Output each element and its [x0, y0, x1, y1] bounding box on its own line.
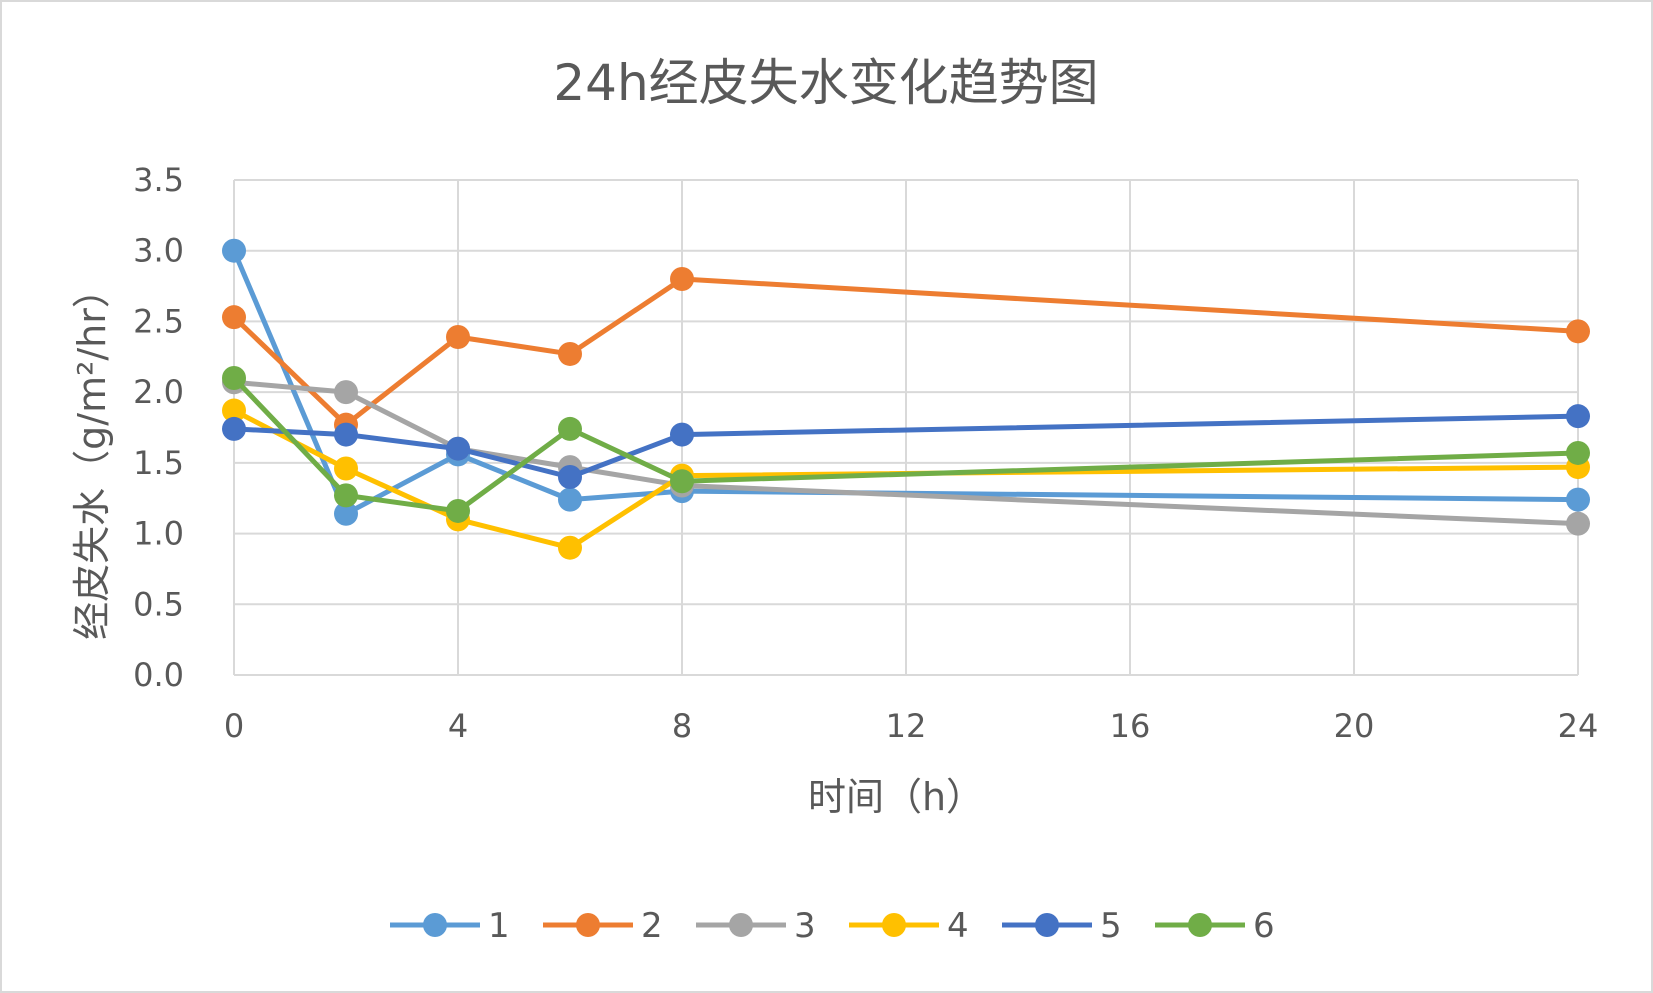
data-point-2	[222, 305, 246, 330]
data-point-5	[1566, 404, 1590, 429]
x-axis-label: 时间（h）	[808, 775, 984, 819]
legend-label: 1	[488, 906, 510, 946]
data-point-4	[334, 456, 358, 481]
legend-swatch-marker	[423, 913, 447, 937]
series-5	[222, 404, 1590, 489]
series-2	[222, 267, 1590, 437]
y-axis-ticks: 0.0 0.5 1.0 1.5 2.0 2.5 3.0 3.5	[133, 161, 184, 694]
data-point-6	[446, 498, 470, 523]
y-tick-label: 0.0	[133, 656, 184, 694]
x-tick-label: 24	[1558, 707, 1599, 745]
data-point-5	[446, 436, 470, 461]
data-point-1	[1566, 487, 1590, 512]
data-point-6	[222, 366, 246, 390]
y-tick-label: 3.0	[133, 232, 184, 270]
y-tick-label: 2.5	[133, 302, 184, 340]
series-6	[222, 366, 1590, 523]
legend: 1 2 3 4 5 6	[390, 906, 1275, 946]
data-point-3	[1566, 511, 1590, 536]
data-point-4	[222, 398, 246, 423]
y-tick-label: 3.5	[133, 161, 184, 199]
legend-swatch-marker	[576, 913, 600, 937]
legend-label: 4	[947, 906, 969, 946]
data-point-6	[670, 469, 694, 494]
data-point-2	[1566, 319, 1590, 344]
series-lines	[222, 238, 1590, 560]
x-tick-label: 20	[1334, 707, 1375, 745]
data-point-3	[334, 380, 358, 405]
y-tick-label: 1.0	[133, 515, 184, 553]
legend-label: 3	[794, 906, 816, 946]
legend-swatch-marker	[882, 913, 906, 937]
data-point-6	[1566, 440, 1590, 465]
legend-swatch-marker	[729, 913, 753, 937]
legend-label: 6	[1253, 906, 1275, 946]
legend-item-6: 6	[1155, 906, 1275, 946]
series-line-5	[233, 413, 1579, 480]
data-point-5	[222, 416, 246, 441]
chart-title: 24h经皮失水变化趋势图	[553, 54, 1098, 112]
y-axis-label: 经皮失水（g/m²/hr）	[70, 270, 114, 640]
legend-item-3: 3	[696, 906, 816, 946]
x-tick-label: 4	[448, 707, 468, 745]
x-axis-ticks: 0 4 8 12 16 20 24	[224, 707, 1599, 745]
x-tick-label: 8	[672, 707, 692, 745]
legend-item-5: 5	[1002, 906, 1122, 946]
data-point-2	[446, 324, 470, 349]
legend-item-4: 4	[849, 906, 969, 946]
x-tick-label: 16	[1110, 707, 1151, 745]
legend-label: 2	[641, 906, 663, 946]
data-point-5	[670, 422, 694, 447]
series-line-3	[233, 379, 1579, 527]
series-line-6	[232, 376, 1579, 514]
data-point-1	[334, 501, 358, 526]
series-line-2	[232, 276, 1579, 428]
data-point-5	[334, 422, 358, 447]
legend-item-2: 2	[543, 906, 663, 946]
legend-item-1: 1	[390, 906, 510, 946]
y-tick-label: 2.0	[133, 373, 184, 411]
data-point-4	[558, 535, 582, 560]
legend-swatch-marker	[1188, 913, 1212, 937]
data-point-6	[334, 483, 358, 508]
y-tick-label: 1.5	[133, 444, 184, 482]
data-point-2	[558, 341, 582, 366]
data-point-5	[558, 465, 582, 489]
data-point-6	[558, 416, 582, 441]
data-point-1	[558, 487, 582, 512]
data-point-1	[222, 238, 246, 263]
data-point-2	[670, 267, 694, 291]
x-tick-label: 12	[886, 707, 927, 745]
y-tick-label: 0.5	[133, 585, 184, 623]
legend-label: 5	[1100, 906, 1122, 946]
legend-swatch-marker	[1035, 913, 1059, 937]
x-tick-label: 0	[224, 707, 244, 745]
